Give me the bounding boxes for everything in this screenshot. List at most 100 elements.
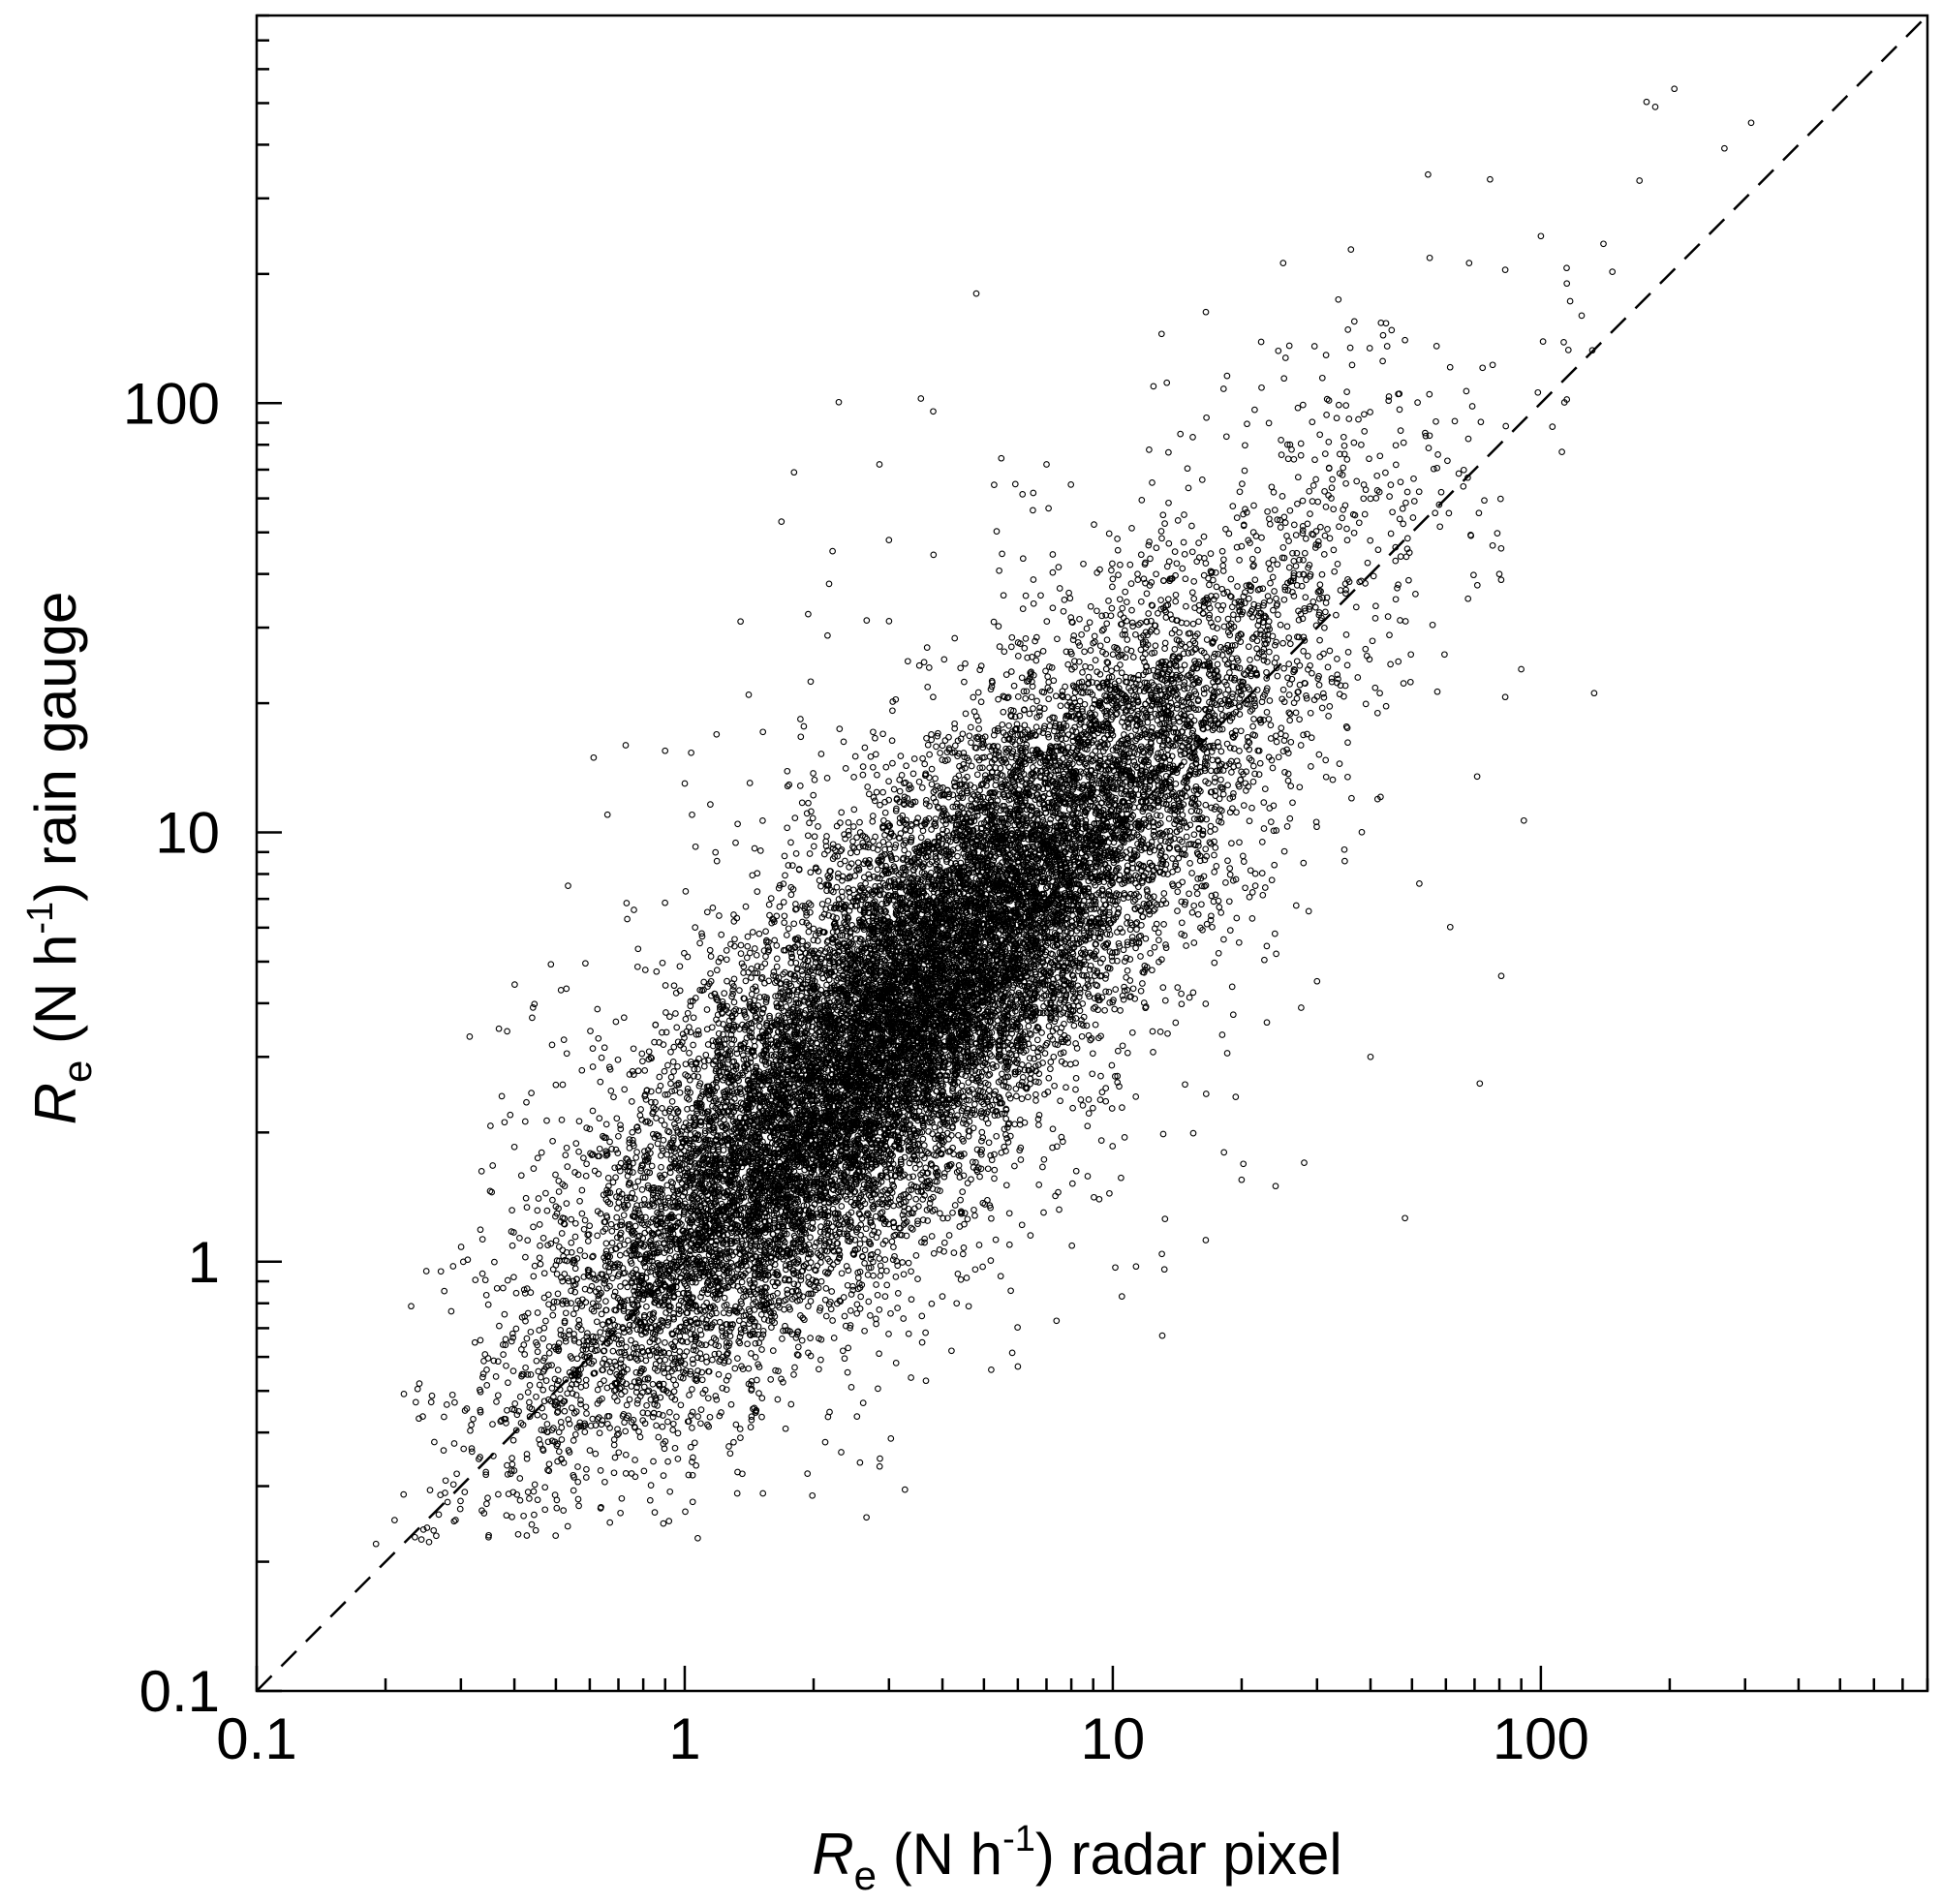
data-point <box>1340 433 1347 441</box>
data-point <box>689 1498 696 1506</box>
data-point <box>1030 764 1036 771</box>
data-point <box>612 1018 620 1026</box>
data-point <box>931 885 939 893</box>
data-point <box>540 1324 548 1332</box>
data-point <box>1142 650 1149 658</box>
data-point <box>659 1105 665 1112</box>
data-point <box>1374 546 1382 554</box>
data-point <box>1299 401 1307 409</box>
data-point <box>645 1048 653 1056</box>
data-point <box>1290 521 1298 529</box>
data-point <box>1209 726 1217 734</box>
data-point <box>758 1395 766 1401</box>
data-point <box>683 1328 690 1335</box>
data-point <box>1284 455 1292 463</box>
data-point <box>509 1367 517 1374</box>
data-point <box>1350 529 1358 537</box>
data-point <box>762 928 769 936</box>
data-point <box>504 1461 510 1469</box>
data-point <box>483 1500 490 1508</box>
data-point <box>1096 642 1104 650</box>
data-point <box>531 1262 539 1270</box>
data-point <box>673 1024 681 1031</box>
data-point <box>930 1249 938 1257</box>
data-point <box>1400 439 1407 446</box>
data-point <box>995 695 1001 703</box>
data-point <box>539 1386 547 1394</box>
data-point <box>508 1207 515 1213</box>
data-point <box>806 850 814 857</box>
data-point <box>922 1377 930 1385</box>
data-point <box>609 1347 617 1355</box>
data-point <box>889 759 896 767</box>
data-point <box>543 1117 550 1124</box>
data-point <box>573 1424 581 1431</box>
data-point <box>596 1145 603 1152</box>
data-point <box>1060 607 1067 615</box>
data-point <box>558 1274 565 1281</box>
data-point <box>568 1404 575 1412</box>
data-point <box>804 832 812 840</box>
data-point <box>1091 521 1097 528</box>
data-point <box>781 1230 788 1238</box>
data-point <box>504 1276 511 1284</box>
data-point <box>1158 535 1165 542</box>
data-point <box>817 882 824 890</box>
data-point <box>596 1115 603 1122</box>
data-point <box>965 1132 972 1140</box>
data-point <box>1265 419 1273 427</box>
data-point <box>1049 551 1057 558</box>
data-point <box>1248 915 1256 922</box>
data-point <box>1160 737 1168 745</box>
data-point <box>500 1351 507 1358</box>
data-point <box>1316 431 1324 439</box>
data-point <box>945 1232 953 1239</box>
data-point <box>670 1043 678 1051</box>
data-point <box>524 1309 532 1317</box>
data-point <box>877 801 883 809</box>
data-point <box>1257 627 1264 634</box>
data-point <box>1291 666 1299 674</box>
data-point <box>1234 583 1241 590</box>
data-point <box>694 1413 701 1420</box>
data-point <box>512 1427 520 1434</box>
data-point <box>1151 943 1158 951</box>
data-point <box>1225 530 1233 537</box>
data-point <box>1346 344 1354 352</box>
data-point <box>523 1532 531 1539</box>
data-point <box>568 1215 575 1223</box>
data-point <box>1043 618 1051 625</box>
data-point <box>999 550 1005 558</box>
data-point <box>1270 488 1278 496</box>
data-point <box>971 1266 979 1274</box>
data-point <box>1117 611 1125 618</box>
data-point <box>1124 967 1131 974</box>
data-point <box>857 1293 865 1301</box>
data-point <box>1084 1122 1092 1130</box>
data-point <box>918 1312 926 1320</box>
data-point <box>632 1154 640 1161</box>
data-point <box>1114 1072 1122 1080</box>
data-point <box>449 1481 457 1489</box>
data-point <box>597 1467 604 1474</box>
data-point <box>1321 488 1328 495</box>
data-point <box>853 1309 861 1317</box>
data-point <box>1285 660 1293 667</box>
data-point <box>1150 383 1157 390</box>
data-point <box>1333 611 1340 619</box>
data-point <box>928 731 935 738</box>
data-point <box>1085 1110 1093 1117</box>
data-point <box>545 1460 553 1468</box>
data-point <box>1342 402 1350 409</box>
data-point <box>1117 661 1124 668</box>
data-point <box>919 754 926 762</box>
data-point <box>1249 722 1256 730</box>
data-point <box>589 1045 597 1052</box>
data-point <box>1014 1324 1021 1331</box>
data-point <box>1228 840 1235 847</box>
data-point <box>811 833 818 841</box>
data-point <box>791 814 799 821</box>
data-point <box>1405 576 1412 584</box>
data-point <box>879 788 886 796</box>
data-point <box>1188 522 1195 530</box>
